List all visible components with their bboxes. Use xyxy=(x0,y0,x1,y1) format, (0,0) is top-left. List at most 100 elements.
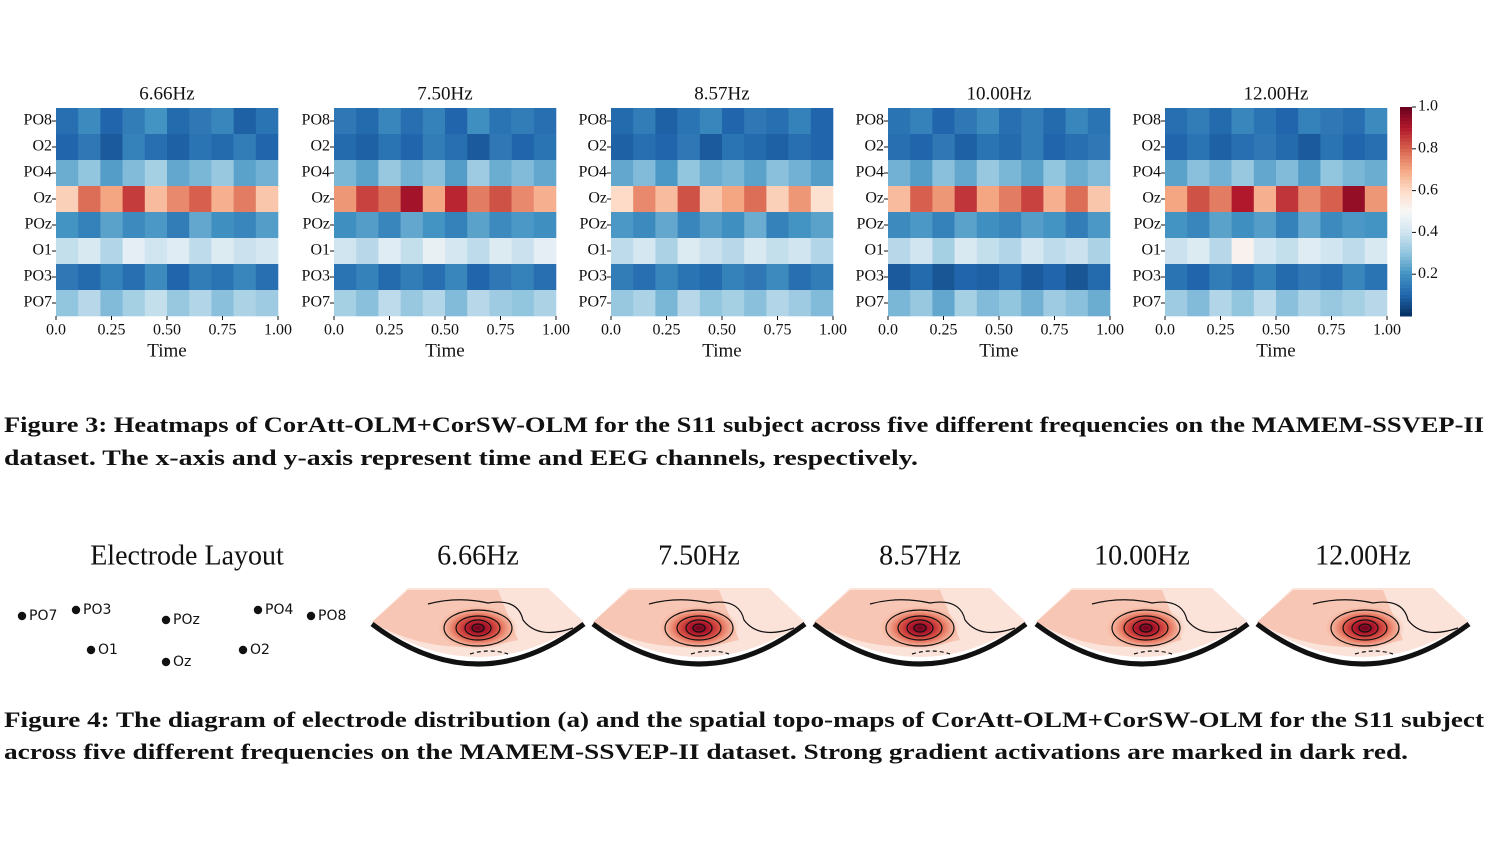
heatmap-cell xyxy=(766,108,789,135)
heatmap-cell xyxy=(954,290,978,317)
heatmap-cell xyxy=(954,238,978,265)
heatmap-cell xyxy=(1165,212,1188,239)
topomap-contour xyxy=(427,599,574,634)
topomap-contour xyxy=(676,615,722,641)
heatmap-cell xyxy=(422,134,446,161)
topomap-contour xyxy=(913,623,927,633)
y-tick-label: POz xyxy=(1133,216,1161,233)
colorbar-segment xyxy=(1400,239,1412,244)
heatmap-cell xyxy=(533,238,557,265)
x-tick-label: 0.75 xyxy=(209,322,237,339)
y-tick-label: PO3 xyxy=(302,268,330,285)
heatmap-cell xyxy=(356,160,379,187)
heatmap-cell xyxy=(1087,186,1111,213)
heatmap-cell xyxy=(1298,212,1321,239)
heatmap-cell xyxy=(932,212,955,239)
heatmap-cell xyxy=(888,264,911,291)
heatmap-cell xyxy=(932,290,955,317)
electrode-dot xyxy=(161,615,171,625)
colorbar-segment xyxy=(1400,249,1412,254)
heatmap-cell xyxy=(788,134,812,161)
x-tick-label: 1.00 xyxy=(1373,322,1401,339)
y-tick-label: Oz xyxy=(1142,190,1161,207)
heatmap-cell xyxy=(810,238,834,265)
heatmap-cell xyxy=(699,160,723,187)
x-tick-label: 0.50 xyxy=(431,322,459,339)
heatmap-cell xyxy=(356,264,379,291)
colorbar-segment xyxy=(1400,298,1412,303)
heatmap-cell xyxy=(677,290,701,317)
y-tick-label: Oz xyxy=(588,190,607,207)
topomap-contour-neg xyxy=(469,650,509,655)
heatmap-cell xyxy=(356,290,379,317)
heatmap-cell xyxy=(1320,134,1343,161)
heatmap-cell xyxy=(511,238,535,265)
heatmap-title: 12.00Hz xyxy=(1244,83,1309,104)
heatmap-cell xyxy=(78,212,101,239)
heatmap-cell xyxy=(1209,108,1232,135)
heatmap-cell xyxy=(1187,134,1210,161)
x-tick-label: 1.00 xyxy=(264,322,292,339)
heatmap-cell xyxy=(144,238,168,265)
y-tick-label: PO3 xyxy=(579,268,607,285)
heatmap-cell xyxy=(211,238,234,265)
heatmap-cell xyxy=(422,264,446,291)
heatmap-cell xyxy=(677,212,701,239)
heatmap-cell xyxy=(334,212,357,239)
heatmap-cell xyxy=(445,160,468,187)
heatmap-cell xyxy=(699,290,723,317)
heatmap-cell xyxy=(1298,160,1321,187)
caption-line: Figure 4: The diagram of electrode distr… xyxy=(4,707,1485,732)
heatmap-cell xyxy=(511,160,535,187)
heatmap-cell xyxy=(1209,160,1232,187)
topomap-contour xyxy=(692,623,706,633)
colorbar-segment xyxy=(1400,180,1412,185)
y-tick-label: O1 xyxy=(1141,242,1161,259)
heatmap-cell xyxy=(1342,108,1366,135)
heatmap-cell xyxy=(356,108,379,135)
heatmap-cell xyxy=(533,160,557,187)
heatmap-cell xyxy=(788,238,812,265)
heatmap-cell xyxy=(233,212,257,239)
colorbar-segment xyxy=(1400,201,1412,206)
electrode-dot xyxy=(306,611,316,621)
topomap-hotspot xyxy=(659,606,739,650)
heatmap-cell xyxy=(1165,160,1188,187)
heatmap-cell xyxy=(56,238,79,265)
heatmap-cell xyxy=(400,160,424,187)
colorbar-tick-label: 0.4 xyxy=(1418,223,1438,240)
topomap-contour xyxy=(897,615,943,641)
x-tick-label: 1.00 xyxy=(819,322,847,339)
heatmap-cell xyxy=(1087,264,1111,291)
colorbar-segment xyxy=(1400,148,1412,153)
colorbar-segment xyxy=(1400,288,1412,293)
heatmap-cell xyxy=(677,238,701,265)
heatmap-cell xyxy=(100,108,123,135)
heatmap-cell xyxy=(766,238,789,265)
heatmap-cell xyxy=(1065,290,1089,317)
x-tick-label: 0.75 xyxy=(487,322,515,339)
colorbar-segment xyxy=(1400,194,1412,199)
heatmap-cell xyxy=(100,238,123,265)
heatmap-cell xyxy=(999,186,1022,213)
heatmap-cell xyxy=(78,134,101,161)
heatmap-cell xyxy=(1209,134,1232,161)
topomap-contour xyxy=(1091,599,1238,634)
heatmap-cell xyxy=(1364,186,1388,213)
colorbar-segment xyxy=(1400,253,1412,258)
heatmap-cell xyxy=(766,264,789,291)
heatmap-cell xyxy=(511,108,535,135)
colorbar-segment xyxy=(1400,124,1412,129)
heatmap-cell xyxy=(400,186,424,213)
heatmap-cell xyxy=(233,290,257,317)
heatmap-cell xyxy=(211,290,234,317)
heatmap-cell xyxy=(954,108,978,135)
heatmap-cell xyxy=(233,186,257,213)
colorbar-segment xyxy=(1400,256,1412,261)
topomap-title: 7.50Hz xyxy=(658,540,740,571)
y-tick-label: O2 xyxy=(32,138,52,155)
heatmap-cell xyxy=(722,212,745,239)
y-tick-label: PO3 xyxy=(856,268,884,285)
electrode-dot xyxy=(17,611,27,621)
heatmap-cell xyxy=(655,290,678,317)
